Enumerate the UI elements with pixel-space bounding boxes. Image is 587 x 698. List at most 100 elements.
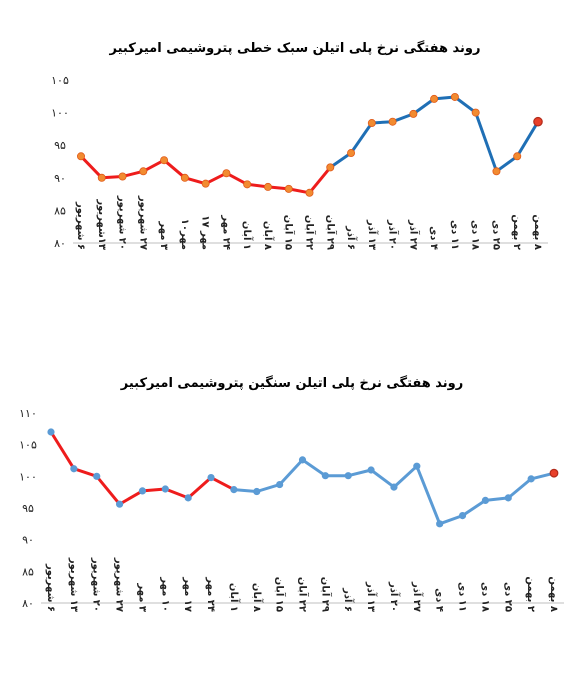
- x-tick-label: ۲۷ آذر: [411, 581, 424, 612]
- x-tick-label: ۸ بهمن: [532, 214, 543, 250]
- data-point: [504, 494, 512, 502]
- x-tick-label: ۱۸ دی: [470, 220, 481, 250]
- x-tick-label: ۱ آبان: [228, 583, 241, 612]
- data-point: [305, 188, 314, 197]
- chart-1: روند هفتگی نرخ پلی اتیلن سبک خطی پتروشیم…: [51, 40, 548, 250]
- data-point: [390, 483, 398, 491]
- x-tick-label: ۱۱ دی: [457, 582, 468, 612]
- data-point: [436, 520, 444, 528]
- data-point: [298, 456, 307, 464]
- x-tick-label: ۲ بهمن: [525, 576, 536, 612]
- data-point: [413, 462, 421, 470]
- x-tick-label: ۲۹ آبان: [324, 215, 337, 250]
- data-point: [367, 119, 376, 128]
- x-tick-label: ۲۲ آبان: [297, 577, 310, 612]
- data-point: [367, 466, 375, 474]
- x-tick-label: ۶ آذر: [342, 587, 355, 612]
- x-tick-label: ۱۳ شهریور: [68, 557, 79, 612]
- y-tick-label: ۱۰۰: [51, 107, 69, 120]
- x-tick-label: ۸ بهمن: [548, 576, 559, 612]
- x-tick-label: ۲ بهمن: [511, 214, 522, 250]
- x-tick-label: ۶ شهریور: [75, 201, 86, 250]
- y-tick-label: ۱۰۰: [19, 470, 37, 483]
- data-point: [326, 163, 335, 172]
- data-point: [160, 156, 169, 165]
- x-tick-label: ۱۸ دی: [479, 582, 490, 612]
- x-tick-label: ۱۵ آبان: [274, 577, 287, 612]
- x-tick-label: ۳ مهر: [158, 220, 169, 250]
- x-tick-label: ۱۱ دی: [449, 220, 460, 250]
- data-point: [471, 108, 480, 117]
- data-point: [409, 109, 418, 118]
- x-tick-label: ۲۷ شهریور: [114, 557, 125, 612]
- y-tick-label: ۸۵: [22, 565, 34, 578]
- data-point: [243, 180, 252, 189]
- y-tick-label: ۸۰: [54, 237, 66, 250]
- data-point: [344, 472, 352, 480]
- chart-title: روند هفتگی نرخ پلی اتیلن سنگین پتروشیمی …: [120, 375, 463, 391]
- x-tick-label: ۱۳شهریور: [96, 198, 107, 250]
- x-tick-label: ۲۰ شهریور: [117, 195, 128, 250]
- x-tick-label: ۱۳ آذر: [366, 219, 379, 250]
- data-point: [222, 169, 231, 178]
- y-tick-label: ۹۵: [22, 502, 34, 515]
- data-point: [513, 152, 522, 161]
- data-point: [527, 475, 535, 483]
- x-tick-label: ۶ آذر: [345, 225, 358, 250]
- data-point: [201, 179, 210, 188]
- data-point: [161, 485, 169, 493]
- chart-2: روند هفتگی نرخ پلی اتیلن سنگین پتروشیمی …: [19, 375, 564, 612]
- data-point: [492, 167, 501, 176]
- y-tick-label: ۸۰: [22, 597, 34, 610]
- x-tick-label: ۲۷ شهریور: [137, 195, 148, 250]
- x-tick-label: ۱۷ مهر: [182, 576, 193, 612]
- data-point: [321, 472, 329, 480]
- x-tick-label: ۱۰ مهر: [159, 576, 170, 612]
- series-line: [233, 458, 555, 526]
- data-point: [388, 117, 397, 126]
- x-tick-label: ۲۰ آذر: [387, 219, 400, 250]
- data-point: [263, 182, 272, 191]
- y-tick-label: ۹۰: [54, 172, 66, 185]
- x-tick-label: ۸ آبان: [262, 221, 275, 250]
- data-point: [533, 116, 543, 127]
- x-tick-label: ۲۹ آبان: [319, 577, 332, 612]
- x-tick-label: ۲۴ مهر: [205, 576, 216, 612]
- x-tick-label: ۲۷ آذر: [407, 219, 420, 250]
- data-point: [70, 465, 78, 473]
- y-tick-label: ۹۵: [54, 139, 66, 152]
- data-point: [276, 480, 284, 489]
- data-point: [77, 152, 86, 161]
- data-point: [138, 487, 147, 495]
- data-point: [139, 167, 148, 176]
- x-tick-label: ۲۵ دی: [502, 582, 513, 612]
- data-point: [207, 473, 215, 482]
- data-point: [184, 494, 192, 502]
- x-tick-label: ۱۳ آذر: [365, 581, 378, 612]
- data-point: [97, 173, 106, 182]
- x-tick-label: مهر ۱۷: [200, 215, 211, 250]
- x-tick-label: ۲۴ مهر: [220, 214, 231, 250]
- data-point: [230, 486, 238, 494]
- data-point: [118, 172, 127, 181]
- x-tick-label: ۲۰ آذر: [388, 581, 401, 612]
- data-point: [450, 92, 459, 101]
- data-point: [47, 428, 55, 436]
- series-line: [329, 95, 540, 173]
- data-point: [284, 184, 293, 193]
- y-tick-label: ۱۰۵: [51, 74, 69, 87]
- x-tick-label: ۸ آبان: [251, 583, 264, 612]
- x-tick-label: ۱۵ آبان: [283, 215, 296, 250]
- x-tick-label: ۲۵ دی: [490, 220, 501, 250]
- x-tick-label: مهر۱۰: [179, 219, 190, 250]
- y-tick-label: ۸۵: [54, 204, 66, 217]
- x-tick-label: ۴ دی: [428, 226, 439, 250]
- data-point: [481, 496, 490, 504]
- data-point: [458, 511, 467, 520]
- y-tick-label: ۱۰۵: [19, 439, 37, 452]
- x-tick-label: ۳ مهر: [136, 582, 147, 612]
- data-point: [115, 500, 124, 508]
- x-tick-label: ۶ شهریور: [45, 563, 56, 612]
